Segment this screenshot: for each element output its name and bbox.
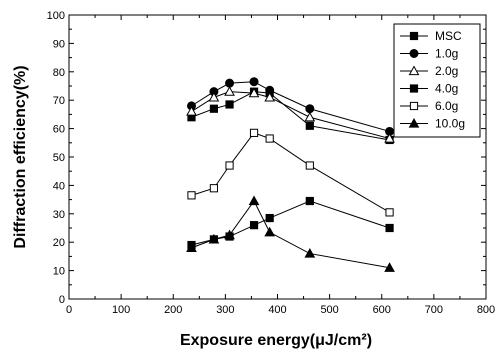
y-tick-label: 10: [53, 266, 65, 278]
data-point: [304, 111, 316, 122]
legend-marker: [408, 117, 420, 128]
data-point: [208, 233, 220, 244]
series-line: [191, 91, 390, 140]
series-line: [191, 200, 390, 246]
legend-entry: 10.0g: [400, 117, 465, 131]
data-point: [224, 229, 235, 240]
series-4: [187, 128, 394, 217]
data-point: [384, 133, 395, 143]
legend-label: 4.0g: [435, 82, 458, 96]
data-point: [385, 208, 394, 217]
legend-label: 10.0g: [435, 117, 465, 131]
y-tick-label: 20: [53, 237, 65, 249]
data-point: [249, 128, 259, 137]
x-tick-label: 300: [216, 304, 234, 316]
x-axis-title: Exposure energy(μJ/cm²): [180, 332, 372, 349]
data-point: [305, 161, 314, 170]
data-point: [225, 78, 235, 88]
data-point: [305, 196, 314, 206]
axes: 0 100 200 300 400 500 600 700 800 0 10 20 30 40 50 60 70…: [47, 10, 496, 316]
data-point: [209, 184, 219, 193]
data-point: [208, 91, 220, 102]
data-point: [249, 221, 259, 230]
data-point: [385, 223, 394, 233]
legend-marker: [409, 84, 419, 93]
x-tick-label: 500: [320, 304, 338, 316]
data-point: [187, 191, 196, 200]
legend: MSC 1.0g 2.0g 4.0g 6.0g 10.0g: [393, 23, 481, 138]
y-tick-label: 70: [53, 95, 65, 107]
series-5: [186, 195, 395, 272]
x-tick-label: 700: [425, 304, 443, 316]
data-point: [264, 91, 276, 102]
series-3: [187, 196, 394, 250]
x-tick-label: 600: [373, 304, 391, 316]
legend-label: 2.0g: [435, 64, 458, 78]
y-tick-label: 30: [53, 209, 65, 221]
data-point: [384, 262, 395, 272]
y-tick-label: 0: [59, 294, 65, 306]
y-tick-label: 40: [53, 180, 65, 192]
data-point: [305, 104, 315, 114]
x-tick-label: 0: [66, 304, 72, 316]
data-point: [224, 86, 235, 96]
legend-label: 6.0g: [435, 99, 458, 113]
data-point: [186, 106, 197, 116]
y-tick-label: 60: [53, 124, 65, 136]
legend-entry: MSC: [400, 29, 462, 43]
data-point: [264, 226, 276, 237]
legend-entry: 1.0g: [400, 47, 458, 61]
y-tick-label: 90: [53, 38, 65, 50]
legend-entry: 6.0g: [400, 99, 458, 113]
series-layer: [186, 77, 395, 272]
series-1: [186, 77, 395, 136]
data-point: [225, 161, 234, 170]
series-2: [186, 86, 395, 143]
legend-marker: [409, 49, 419, 58]
x-tick-label: 800: [477, 304, 495, 316]
y-tick-label: 80: [53, 67, 65, 79]
data-point: [186, 242, 197, 252]
legend-box: [393, 23, 481, 138]
y-tick-label: 50: [53, 152, 65, 164]
x-tick-label: 400: [268, 304, 286, 316]
data-point: [225, 100, 234, 109]
data-point: [265, 213, 274, 223]
legend-entry: 2.0g: [400, 64, 458, 78]
legend-entry: 4.0g: [400, 82, 458, 96]
series-line: [191, 132, 390, 213]
data-point: [265, 134, 274, 143]
data-point: [305, 121, 314, 130]
data-point: [248, 87, 260, 98]
data-point: [249, 77, 259, 87]
legend-label: 1.0g: [435, 47, 458, 61]
series-line: [191, 200, 390, 269]
data-point: [304, 248, 316, 258]
series-0: [187, 87, 394, 145]
series-line: [191, 91, 390, 141]
data-point: [209, 104, 219, 113]
legend-marker: [409, 31, 419, 41]
x-tick-label: 100: [112, 304, 130, 316]
y-tick-label: 100: [47, 10, 65, 22]
x-tick-label: 200: [164, 304, 182, 316]
legend-label: MSC: [435, 29, 462, 43]
legend-marker: [408, 65, 420, 76]
legend-marker: [409, 101, 419, 111]
y-axis-title: Diffraction efficiency(%): [12, 65, 29, 248]
data-point: [248, 195, 260, 206]
